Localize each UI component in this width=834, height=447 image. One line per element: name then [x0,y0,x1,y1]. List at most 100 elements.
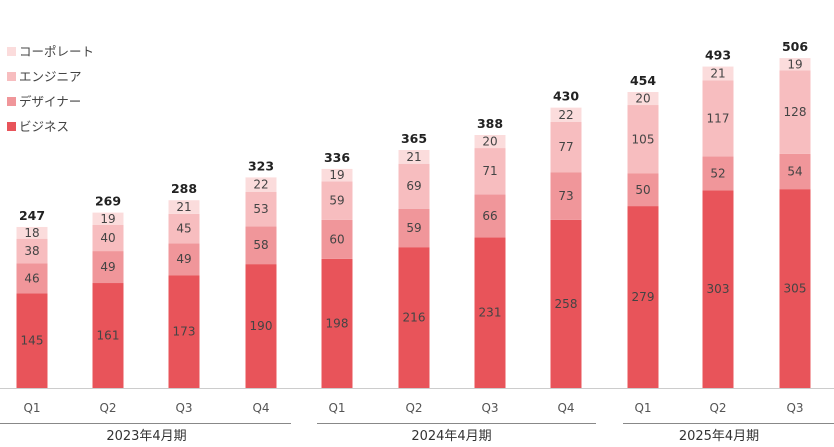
total-label-9: 454 [630,73,656,88]
total-label-2: 269 [95,194,121,209]
data-label-4-4: 22 [253,178,268,192]
bar-4-5 [321,168,353,182]
bar-2-9 [627,173,659,207]
bar-3-6 [398,163,430,209]
legend-label-1: コーポレート [19,44,94,59]
data-label-3-7: 71 [482,164,497,178]
x-tick-label-10: Q2 [709,401,726,415]
bar-1-2 [92,283,124,388]
bar-3-8 [550,121,582,173]
data-label-2-8: 73 [558,189,573,203]
x-tick-label-1: Q1 [23,401,40,415]
legend-swatch-4 [7,122,16,131]
total-label-8: 430 [553,89,579,104]
data-label-1-9: 279 [632,290,655,304]
bar-2-7 [474,194,506,238]
data-label-1-6: 216 [403,311,426,325]
total-label-5: 336 [324,150,350,165]
x-tick-label-11: Q3 [786,401,803,415]
data-label-4-8: 22 [558,108,573,122]
x-tick-label-5: Q1 [328,401,345,415]
data-label-1-10: 303 [707,282,730,296]
bar-1-5 [321,258,353,388]
data-label-2-2: 49 [100,260,115,274]
legend-swatch-2 [7,72,16,81]
group-label-2: 2024年4月期 [411,429,491,444]
data-label-1-7: 231 [479,306,502,320]
data-label-1-11: 305 [784,282,807,296]
bar-4-4 [245,177,277,192]
x-tick-label-2: Q2 [99,401,116,415]
bar-2-10 [702,156,734,191]
legend-label-3: デザイナー [19,94,81,109]
bar-1-4 [245,264,277,388]
data-label-1-2: 161 [97,329,120,343]
data-label-4-3: 21 [176,200,191,214]
data-label-4-9: 20 [635,92,650,106]
bar-2-6 [398,208,430,248]
data-label-3-6: 69 [406,179,421,193]
data-label-1-3: 173 [173,325,196,339]
bar-3-11 [779,70,811,154]
legend-swatch-3 [7,97,16,106]
bar-3-9 [627,105,659,174]
bar-1-3 [168,275,200,388]
bar-4-10 [702,66,734,81]
x-tick-label-7: Q3 [481,401,498,415]
total-label-6: 365 [401,131,427,146]
total-label-3: 288 [171,181,197,196]
data-label-4-5: 19 [329,168,344,182]
bar-1-6 [398,247,430,388]
bar-2-3 [168,243,200,276]
bar-3-3 [168,213,200,244]
data-label-3-3: 45 [176,222,191,236]
bar-4-3 [168,200,200,214]
bar-3-2 [92,225,124,252]
data-label-2-5: 60 [329,232,344,246]
bar-4-9 [627,91,659,106]
data-label-2-7: 66 [482,209,497,223]
bar-2-8 [550,172,582,220]
bar-4-1 [16,226,48,239]
bar-1-7 [474,237,506,388]
bar-2-5 [321,219,353,259]
bar-1-10 [702,190,734,388]
legend-label-2: エンジニア [19,69,82,84]
bar-4-11 [779,58,811,71]
bar-4-7 [474,135,506,149]
bar-4-2 [92,212,124,225]
data-label-4-6: 21 [406,150,421,164]
bar-3-10 [702,80,734,157]
bar-1-11 [779,189,811,388]
bar-4-8 [550,107,582,122]
data-label-3-2: 40 [100,231,115,245]
total-label-10: 493 [705,48,731,63]
data-label-3-5: 59 [329,194,344,208]
total-label-11: 506 [782,39,808,54]
bar-1-8 [550,219,582,388]
x-tick-label-6: Q2 [405,401,422,415]
bar-1-9 [627,206,659,388]
data-label-1-8: 258 [555,297,578,311]
data-label-2-3: 49 [176,252,191,266]
data-label-3-1: 38 [24,244,39,258]
data-label-3-8: 77 [558,140,573,154]
total-label-4: 323 [248,158,274,173]
data-label-4-7: 20 [482,135,497,149]
data-label-1-4: 190 [250,319,273,333]
data-label-2-9: 50 [635,183,650,197]
bar-1-1 [16,293,48,388]
data-label-2-1: 46 [24,271,39,285]
bar-3-5 [321,181,353,220]
total-label-7: 388 [477,116,503,131]
data-label-2-6: 59 [406,221,421,235]
data-label-1-5: 198 [326,316,349,330]
group-label-1: 2023年4月期 [106,429,186,444]
data-label-2-10: 52 [710,166,725,180]
data-label-3-11: 128 [784,105,807,119]
data-label-4-10: 21 [710,66,725,80]
data-label-3-10: 117 [707,111,730,125]
legend-swatch-1 [7,47,16,56]
bar-2-4 [245,226,277,265]
